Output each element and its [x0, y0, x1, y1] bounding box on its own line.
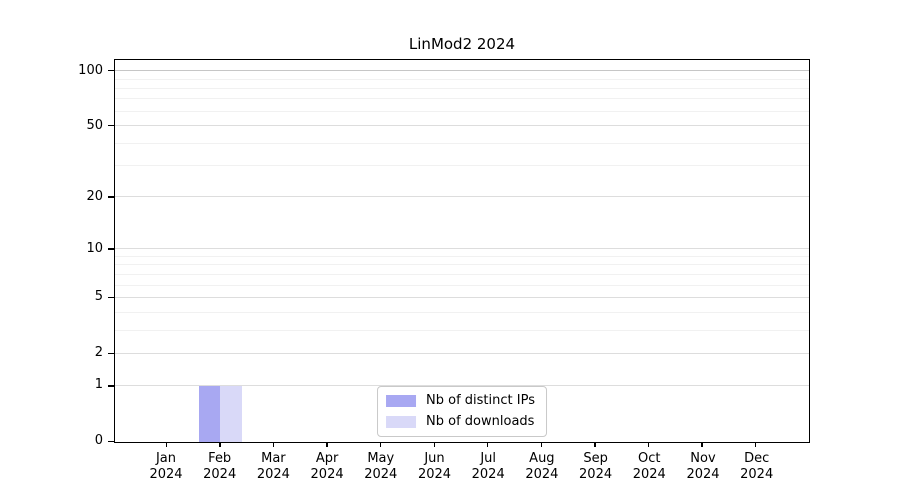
x-tick-label: Apr 2024: [310, 451, 344, 482]
x-tick-label: Feb 2024: [203, 451, 237, 482]
legend-item: Nb of distinct IPs: [386, 393, 535, 409]
gridline-minor: [115, 264, 809, 266]
x-tick-label: Sep 2024: [579, 451, 613, 482]
gridline-minor: [115, 87, 809, 89]
x-tick-mark: [754, 442, 757, 447]
gridline-minor: [115, 165, 809, 167]
x-tick-label: Mar 2024: [256, 451, 290, 482]
x-tick-mark: [540, 442, 542, 447]
x-tick-label: Aug 2024: [525, 451, 559, 482]
y-tick-label: 2: [94, 344, 103, 360]
x-tick-mark: [219, 442, 221, 447]
y-tick-mark: [108, 297, 114, 299]
legend-swatch-distinct-ips: [386, 395, 417, 407]
gridline-minor: [115, 329, 809, 331]
gridline-major: [115, 352, 809, 354]
y-tick-label: 5: [94, 289, 103, 305]
legend-item: Nb of downloads: [386, 414, 535, 430]
bar-distinct-ips: [198, 386, 221, 442]
y-tick-mark: [108, 125, 114, 127]
x-tick-mark: [647, 442, 650, 447]
gridline-major: [115, 196, 809, 198]
x-tick-mark: [326, 442, 328, 447]
gridline-minor: [115, 284, 809, 286]
gridline-minor: [115, 311, 809, 313]
x-tick-mark: [165, 442, 168, 447]
gridline-minor: [115, 273, 809, 275]
x-tick-label: Jul 2024: [471, 451, 505, 482]
y-tick-mark: [108, 385, 114, 387]
gridline-major: [115, 297, 809, 298]
y-axis-labels: 0 1 2 5 10 20 50 100: [0, 60, 103, 448]
gridline-minor: [115, 78, 809, 80]
legend-swatch-downloads: [386, 416, 417, 428]
gridline-major: [115, 248, 809, 250]
gridline-major: [115, 70, 809, 72]
legend-label: Nb of distinct IPs: [426, 393, 535, 408]
y-tick-mark: [108, 196, 114, 198]
x-tick-label: Oct 2024: [632, 451, 666, 482]
legend: Nb of distinct IPs Nb of downloads: [377, 386, 547, 437]
y-tick-mark: [108, 352, 114, 354]
y-tick-label: 20: [86, 188, 103, 204]
gridline-minor: [115, 142, 809, 144]
y-tick-mark: [108, 441, 114, 443]
x-tick-mark: [433, 442, 435, 447]
x-axis-labels: Jan 2024 Feb 2024 Mar 2024 Apr 2024 May 2024 Jun 20…: [114, 451, 810, 487]
legend-label: Nb of downloads: [426, 414, 535, 429]
x-tick-mark: [594, 442, 596, 447]
x-tick-label: May 2024: [364, 451, 398, 482]
x-tick-mark: [701, 442, 703, 447]
y-tick-label: 0: [94, 433, 103, 448]
y-tick-label: 1: [94, 377, 103, 393]
x-tick-label: Jun 2024: [417, 451, 452, 482]
gridline-minor: [115, 110, 809, 112]
bar-downloads: [220, 386, 242, 442]
y-tick-label: 100: [78, 63, 103, 79]
gridline-major: [115, 385, 809, 387]
x-tick-label: Dec 2024: [740, 451, 774, 482]
x-tick-label: Jan 2024: [149, 451, 183, 482]
gridline-minor: [115, 98, 809, 100]
x-tick-mark: [272, 442, 275, 447]
x-tick-label: Nov 2024: [686, 451, 720, 482]
x-tick-mark: [487, 442, 489, 447]
plot-area: Nb of distinct IPs Nb of downloads: [108, 59, 810, 447]
x-tick-mark: [380, 442, 382, 447]
y-tick-label: 10: [86, 240, 103, 256]
y-tick-mark: [108, 70, 114, 72]
gridline-major: [115, 125, 809, 127]
y-tick-label: 50: [86, 117, 103, 133]
gridline-minor: [115, 255, 809, 257]
chart-title: LinMod2 2024: [408, 35, 516, 53]
y-tick-mark: [108, 248, 114, 250]
